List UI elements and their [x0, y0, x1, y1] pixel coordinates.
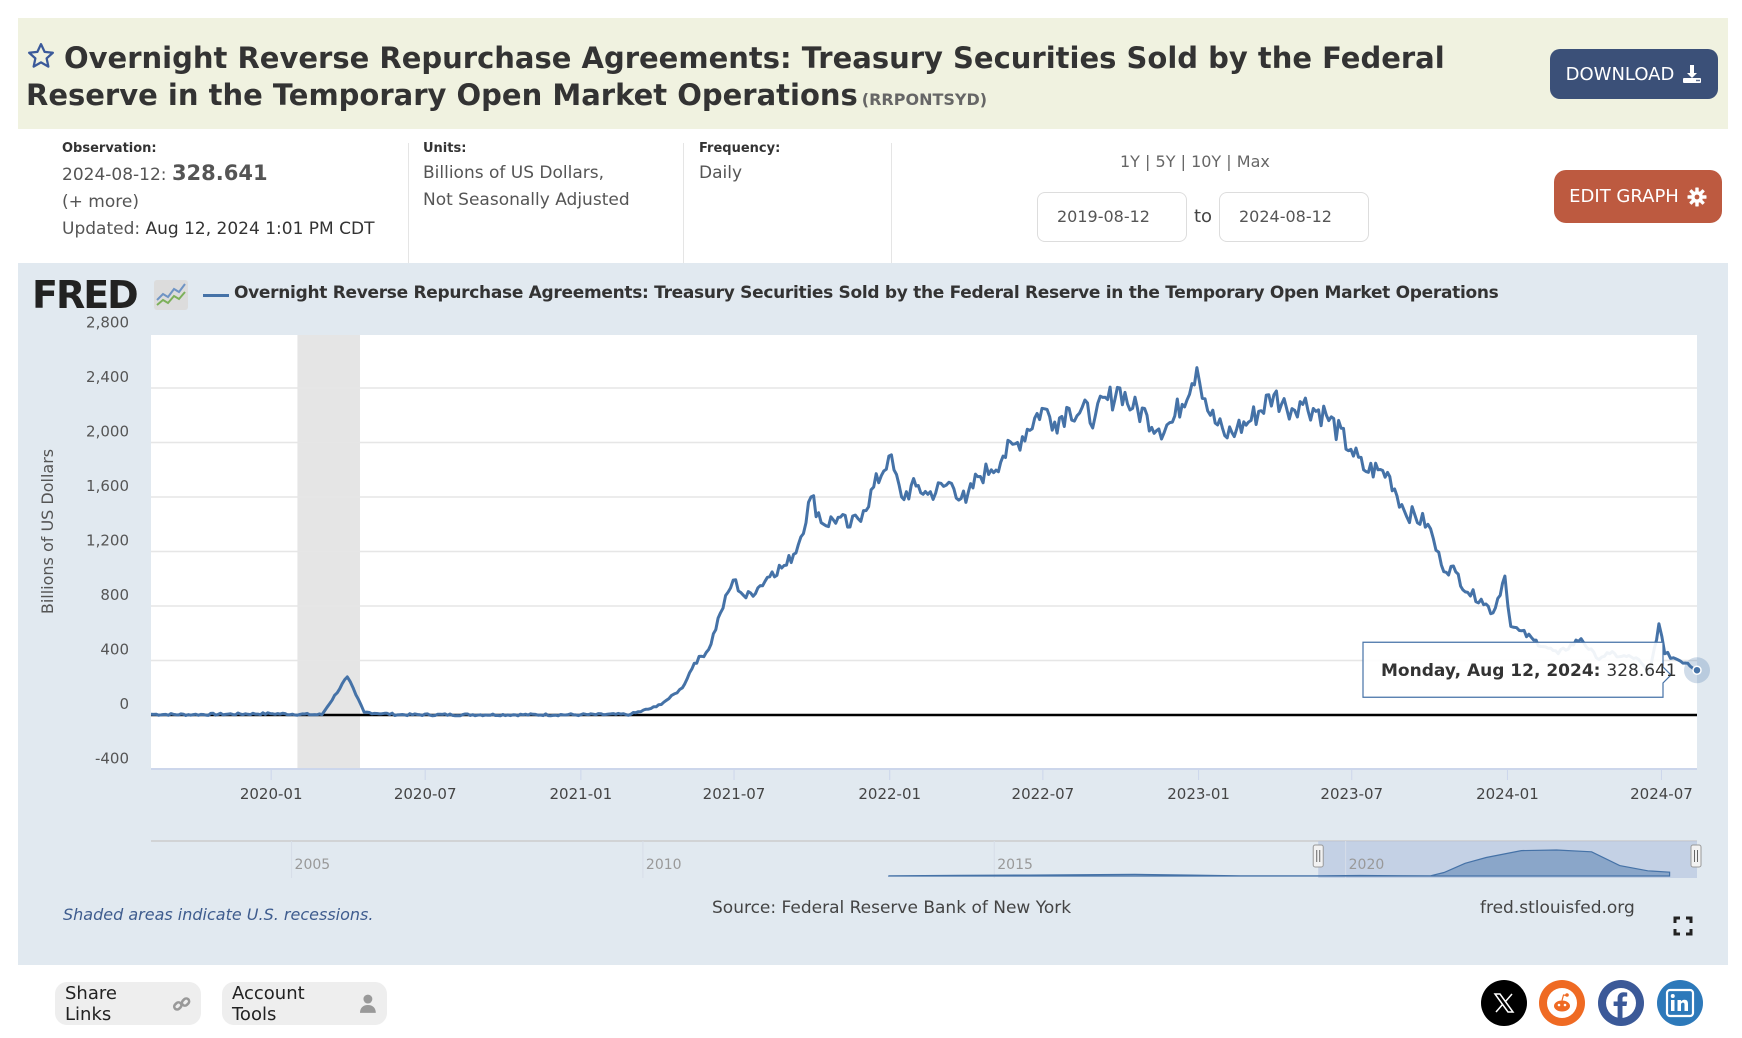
source-text: Source: Federal Reserve Bank of New York — [712, 898, 1072, 918]
linkedin-icon — [1665, 988, 1695, 1018]
facebook-icon — [1606, 988, 1636, 1018]
divider — [408, 143, 409, 263]
y-tick-label: -400 — [95, 750, 129, 768]
tooltip-date: Monday, Aug 12, 2024: — [1381, 661, 1606, 681]
date-to-label: to — [1194, 206, 1213, 227]
range-10y[interactable]: 10Y — [1191, 152, 1222, 171]
units-block: Units: Billions of US Dollars, Not Seaso… — [423, 140, 630, 214]
end-date-input[interactable]: 2024-08-12 — [1219, 192, 1369, 242]
navigator-series — [888, 849, 1671, 877]
more-link[interactable]: (+ more) — [62, 192, 139, 212]
start-date-input[interactable]: 2019-08-12 — [1037, 192, 1187, 242]
fred-url-link[interactable]: fred.stlouisfed.org — [1480, 898, 1635, 918]
fullscreen-icon[interactable] — [1673, 916, 1693, 936]
range-separator: | — [1226, 152, 1232, 171]
range-max[interactable]: Max — [1236, 152, 1270, 171]
units-line2: Not Seasonally Adjusted — [423, 190, 630, 210]
series-title: Overnight Reverse Repurchase Agreements:… — [26, 40, 1506, 118]
hover-marker — [1692, 665, 1702, 675]
reddit-icon — [1547, 988, 1577, 1018]
range-links: 1Y | 5Y | 10Y | Max — [1120, 152, 1270, 171]
title-bar: Overnight Reverse Repurchase Agreements:… — [18, 18, 1728, 129]
x-tick-label: 2020-07 — [394, 785, 457, 803]
range-5y[interactable]: 5Y — [1155, 152, 1176, 171]
legend-line-marker — [203, 294, 229, 297]
observation-block: Observation: 2024-08-12: 328.641 (+ more… — [62, 140, 374, 243]
y-tick-label: 0 — [119, 695, 129, 713]
x-tick-label: 2021-01 — [550, 785, 613, 803]
linkedin-share-button[interactable] — [1657, 980, 1703, 1026]
range-separator: | — [1180, 152, 1186, 171]
navigator-label: 2010 — [646, 857, 682, 873]
fred-logo: FRED — [32, 273, 139, 317]
user-icon — [360, 994, 377, 1013]
tooltip-value: 328.641 — [1606, 661, 1676, 681]
range-1y[interactable]: 1Y — [1120, 152, 1140, 171]
divider — [683, 143, 684, 263]
title-text: Overnight Reverse Repurchase Agreements:… — [26, 41, 1445, 112]
reddit-share-button[interactable] — [1539, 980, 1585, 1026]
gear-icon — [1687, 187, 1707, 206]
units-label: Units: — [423, 141, 467, 156]
updated-value: Aug 12, 2024 1:01 PM CDT — [145, 219, 375, 239]
chart-svg[interactable]: -400 0 400 800 1,200 1,600 2,000 2,400 2,800 Bill… — [18, 263, 1728, 903]
series-line — [150, 366, 1698, 718]
navigator-label: 2005 — [295, 857, 331, 873]
x-tick-label: 2021-07 — [703, 785, 766, 803]
x-tick-label: 2022-07 — [1012, 785, 1075, 803]
account-tools-label: Account Tools — [232, 982, 305, 1025]
x-tick-label: 2020-01 — [240, 785, 303, 803]
observation-value: 328.641 — [171, 161, 268, 185]
chart-panel: FRED Overnight Reverse Repurchase Agreem… — [18, 263, 1728, 965]
y-tick-label: 800 — [100, 586, 129, 604]
star-icon[interactable] — [26, 41, 56, 71]
x-tick-label: 2024-07 — [1630, 785, 1693, 803]
tooltip-text: Monday, Aug 12, 2024: 328.641 — [1381, 661, 1677, 681]
legend-series-name: Overnight Reverse Repurchase Agreements:… — [234, 283, 1499, 303]
link-icon — [172, 996, 191, 1011]
navigator-handle[interactable] — [1312, 844, 1324, 868]
edit-graph-button[interactable]: EDIT GRAPH — [1554, 170, 1722, 223]
frequency-label: Frequency: — [699, 141, 781, 156]
series-id: (RRPONTSYD) — [861, 90, 988, 109]
x-tick-label: 2024-01 — [1476, 785, 1539, 803]
y-tick-label: 2,000 — [86, 423, 129, 441]
share-links-button[interactable]: Share Links — [55, 982, 201, 1025]
x-tick-label: 2023-07 — [1320, 785, 1383, 803]
y-tick-label: 1,200 — [86, 532, 129, 550]
fred-chart-icon — [154, 280, 188, 310]
x-icon — [1493, 993, 1515, 1013]
x-share-button[interactable] — [1481, 980, 1527, 1026]
download-label: DOWNLOAD — [1565, 63, 1675, 85]
x-tick-label: 2022-01 — [858, 785, 921, 803]
recession-note: Shaded areas indicate U.S. recessions. — [63, 905, 374, 924]
frequency-block: Frequency: Daily — [699, 140, 780, 187]
updated-label: Updated: — [62, 219, 141, 239]
observation-label: Observation: — [62, 141, 157, 156]
range-separator: | — [1145, 152, 1151, 171]
y-tick-label: 2,800 — [86, 314, 129, 332]
tooltip-box — [1362, 641, 1672, 698]
x-tick-label: 2023-01 — [1167, 785, 1230, 803]
share-links-label: Share Links — [65, 982, 117, 1025]
frequency-value: Daily — [699, 163, 743, 183]
account-tools-button[interactable]: Account Tools — [222, 982, 387, 1025]
y-axis-title: Billions of US Dollars — [38, 449, 57, 614]
navigator-label: 2020 — [1349, 857, 1385, 873]
navigator-label: 2015 — [997, 857, 1033, 873]
units-line1: Billions of US Dollars, — [423, 163, 605, 183]
edit-graph-label: EDIT GRAPH — [1569, 186, 1679, 207]
divider — [891, 143, 892, 263]
y-tick-label: 1,600 — [86, 477, 129, 495]
y-tick-label: 400 — [100, 641, 129, 659]
facebook-share-button[interactable] — [1598, 980, 1644, 1026]
download-button[interactable]: DOWNLOAD — [1550, 49, 1718, 99]
navigator-selection[interactable] — [1318, 841, 1697, 878]
navigator-handle[interactable] — [1690, 844, 1702, 868]
download-icon — [1683, 65, 1702, 83]
observation-date: 2024-08-12: — [62, 165, 167, 185]
y-tick-label: 2,400 — [86, 368, 129, 386]
